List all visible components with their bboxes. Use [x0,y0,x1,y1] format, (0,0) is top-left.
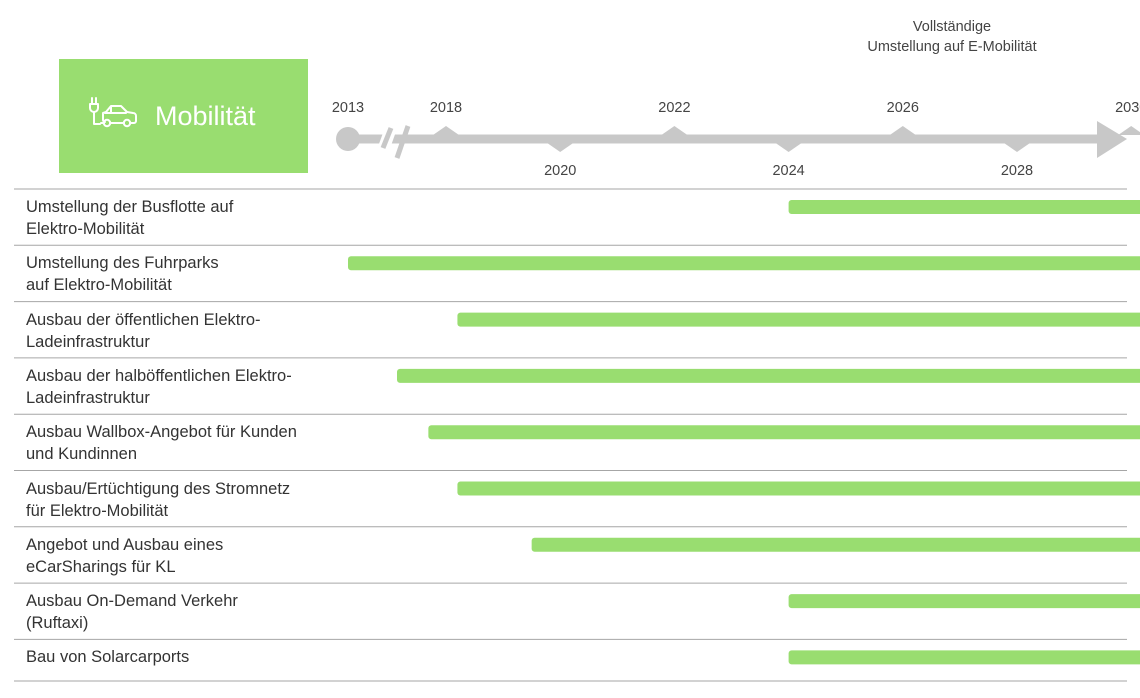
axis-break-mark [380,127,394,149]
tick-label-2018: 2018 [430,100,462,116]
row-label-2: Umstellung des Fuhrparks auf Elektro-Mob… [26,254,219,295]
axis-arrowhead [1097,121,1127,158]
tick-mark-2022 [661,126,688,135]
tick-mark-2028 [1004,143,1030,152]
row-label-3: Ausbau der öffentlichen Elektro- Ladeinf… [26,310,261,351]
tick-label-2020: 2020 [544,163,576,179]
timeline-bar-7 [531,537,1140,552]
tick-mark-2024 [775,143,802,152]
axis-break-mark [394,125,411,159]
row-label-1: Umstellung der Busflotte auf Elektro-Mob… [26,198,234,238]
header-title: Mobilität [155,101,256,131]
tick-mark-2030 [1118,126,1140,135]
timeline-bar-1 [788,200,1140,214]
timeline-bar-5 [428,425,1140,440]
timeline-bar-3 [457,312,1140,327]
axis-start-dot [336,127,360,151]
tick-label-2024: 2024 [772,163,804,179]
tick-label-2013: 2013 [332,100,364,116]
tick-label-2022: 2022 [658,100,690,116]
tick-mark-2026 [889,126,916,135]
tick-mark-2018 [433,126,459,135]
row-label-9: Bau von Solarcarports [26,648,190,667]
header-box: Mobilität [59,59,308,173]
timeline-bar-8 [788,594,1140,609]
timeline-axis [336,121,1140,160]
row-label-8: Ausbau On-Demand Verkehr (Ruftaxi) [26,592,238,633]
headline-line-2: Umstellung auf E-Mobilität [867,39,1036,55]
tick-label-2028: 2028 [1001,163,1033,179]
row-label-4: Ausbau der halböffentlichen Elektro- Lad… [26,366,292,407]
electric-car-icon [89,97,137,128]
row-label-7: Angebot und Ausbau eines eCarSharings fü… [26,535,224,576]
timeline-bar-9 [788,650,1140,665]
row-label-6: Ausbau/Ertüchtigung des Stromnetz für El… [26,479,291,520]
row-label-5: Ausbau Wallbox-Angebot für Kunden und Ku… [26,423,297,464]
tick-label-2026: 2026 [887,100,919,116]
timeline-bar-2 [348,256,1140,271]
timeline-bar-4 [397,368,1140,383]
timeline-labels: 2013201820202022202420262028203020322034… [332,19,1140,179]
headline-line-1: Vollständige [913,19,991,35]
tick-mark-2020 [547,143,574,152]
tick-label-2030: 2030 [1115,100,1140,116]
timeline-bar-6 [457,481,1140,496]
timeline: 2013201820202022202420262028203020322034… [332,19,1140,179]
